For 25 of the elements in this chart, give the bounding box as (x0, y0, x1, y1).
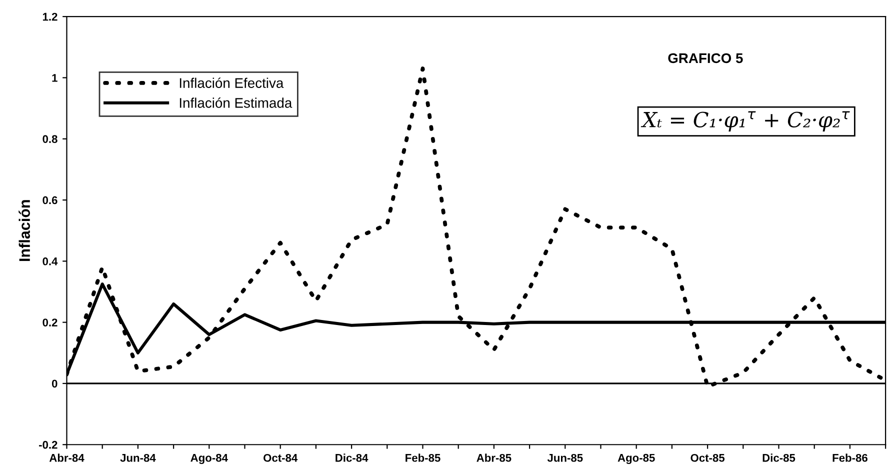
x-tick-label: Abr-84 (49, 454, 84, 462)
x-tick-label: Jun-84 (120, 454, 156, 462)
y-tick-label: 0.6 (42, 196, 58, 204)
legend-label: Inflación Efectiva (180, 78, 284, 88)
text: GRAFICO 5 (668, 53, 743, 64)
x-tick-label: Abr-85 (476, 454, 512, 462)
y-tick-label: -0.2 (39, 440, 58, 449)
y-tick-label: 1 (52, 74, 58, 82)
y-tick-label: 0.4 (42, 257, 58, 266)
legend-label: Inflación Estimada (180, 97, 292, 108)
y-tick-label: 0 (52, 380, 58, 388)
x-tick-label: Feb-86 (832, 454, 868, 462)
x-tick-label: Oct-84 (264, 454, 298, 462)
annotation: Xₜ = C₁·φ₁$^{τ}$ + C₂·φ₂$^{τ}$ (640, 111, 850, 132)
x-tick-label: Feb-85 (406, 454, 440, 462)
x-tick-label: Ago-84 (190, 454, 228, 464)
x-tick-label: Oct-85 (690, 454, 725, 462)
y-axis-title: Inflación (18, 200, 30, 261)
y-tick-label: 0.8 (42, 135, 58, 143)
x-tick-label: Jun-85 (547, 454, 583, 462)
y-tick-label: 0.2 (42, 318, 58, 326)
x-tick-label: Ago-85 (618, 454, 655, 464)
x-tick-label: Dic-84 (336, 454, 368, 462)
y-tick-label: 1.2 (42, 12, 58, 21)
x-tick-label: Dic-85 (762, 454, 796, 462)
